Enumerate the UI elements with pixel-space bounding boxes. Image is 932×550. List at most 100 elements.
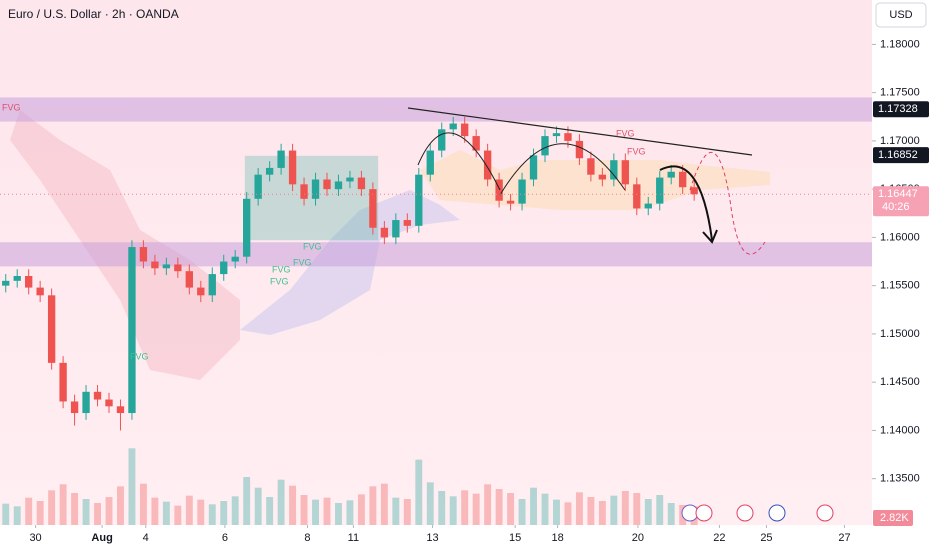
volume-bar bbox=[633, 493, 641, 525]
volume-bar bbox=[357, 494, 365, 525]
volume-bar bbox=[507, 493, 515, 525]
volume-bar bbox=[289, 485, 297, 525]
candle-body bbox=[415, 174, 423, 226]
volume-bar bbox=[208, 504, 216, 525]
price-label: 1.17328 bbox=[878, 103, 918, 115]
consolidation-box bbox=[244, 155, 379, 241]
volume-bar bbox=[392, 497, 400, 525]
currency-button[interactable] bbox=[875, 2, 927, 28]
volume-bar bbox=[461, 490, 469, 525]
volume-bar bbox=[621, 491, 629, 525]
volume-bar bbox=[266, 497, 274, 525]
candle-body bbox=[174, 264, 182, 272]
candle-body bbox=[254, 174, 262, 199]
volume-bar bbox=[415, 459, 423, 525]
x-tick-label: 18 bbox=[551, 532, 563, 544]
x-tick-label: 30 bbox=[29, 532, 41, 544]
volume-bar bbox=[323, 497, 331, 525]
volume-bar bbox=[449, 496, 457, 525]
candle-body bbox=[243, 198, 251, 257]
volume-bar bbox=[438, 491, 446, 525]
volume-bar bbox=[82, 499, 90, 525]
volume-bar bbox=[139, 483, 147, 525]
volume-bar bbox=[2, 503, 10, 525]
candle-body bbox=[323, 179, 331, 190]
candle-body bbox=[2, 280, 10, 286]
y-tick-label: 1.18000 bbox=[880, 38, 920, 50]
candle-body bbox=[265, 167, 274, 175]
candle-body bbox=[47, 295, 56, 363]
candle-body bbox=[552, 133, 561, 137]
candle-body bbox=[587, 158, 595, 175]
event-icon bbox=[768, 504, 786, 522]
candle-body bbox=[472, 136, 480, 151]
y-tick-label: 1.14000 bbox=[880, 424, 920, 436]
y-tick-label: 1.16000 bbox=[880, 231, 920, 243]
volume-bar bbox=[36, 501, 44, 525]
fvg-label: FVG bbox=[303, 241, 322, 251]
price-label: 1.16852 bbox=[878, 149, 918, 161]
volume-bar bbox=[598, 501, 606, 525]
candle-body bbox=[610, 160, 618, 180]
volume-bar bbox=[71, 493, 79, 525]
x-tick-label: 15 bbox=[509, 532, 521, 544]
arc bbox=[417, 132, 501, 191]
volume-bar bbox=[380, 483, 388, 525]
time-axis-background bbox=[0, 525, 872, 550]
candle-body bbox=[690, 187, 698, 195]
volume-bar bbox=[369, 486, 377, 525]
volume-bar bbox=[610, 495, 618, 525]
x-tick-label: 25 bbox=[760, 532, 772, 544]
volume-bar bbox=[656, 495, 664, 525]
volume-bar bbox=[151, 497, 159, 525]
volume-bar bbox=[575, 492, 583, 525]
y-tick-label: 1.14500 bbox=[880, 376, 920, 388]
price-label-box bbox=[873, 101, 929, 118]
volume-bar bbox=[105, 497, 113, 525]
candle-body bbox=[346, 177, 354, 182]
candle-body bbox=[151, 261, 159, 269]
y-tick-label: 1.13500 bbox=[880, 473, 920, 485]
volume-bar bbox=[128, 448, 136, 525]
x-tick-label: 20 bbox=[632, 532, 644, 544]
volume-bar bbox=[312, 499, 319, 525]
x-tick-label: 4 bbox=[143, 532, 149, 544]
volume-bar bbox=[335, 503, 342, 525]
candle-body bbox=[369, 189, 377, 228]
candle-body bbox=[426, 150, 434, 175]
candle-body bbox=[116, 406, 125, 414]
trendline bbox=[407, 107, 753, 156]
candle-body bbox=[59, 362, 67, 402]
price-countdown: 40:26 bbox=[882, 201, 910, 213]
event-icon bbox=[816, 504, 834, 522]
volume-bar bbox=[667, 503, 675, 525]
volume-bar bbox=[254, 487, 262, 525]
fvg-label: FVG bbox=[627, 146, 646, 156]
candle-body bbox=[82, 391, 90, 414]
candle-body bbox=[311, 179, 320, 199]
volume-bar bbox=[472, 493, 480, 525]
fvg-label: FVG bbox=[272, 264, 291, 274]
fvg-label: FVG bbox=[270, 276, 289, 286]
candle-body bbox=[495, 179, 503, 201]
y-tick-label: 1.15500 bbox=[880, 280, 920, 292]
x-tick-label: 11 bbox=[348, 532, 359, 544]
candle-body bbox=[231, 256, 239, 262]
volume-bar bbox=[13, 506, 21, 525]
volume-bar bbox=[541, 493, 549, 525]
volume-bar bbox=[231, 496, 239, 525]
candle-body bbox=[105, 399, 113, 407]
currency[interactable]: USD bbox=[889, 9, 912, 21]
candle-body bbox=[518, 179, 526, 204]
price-label-box bbox=[873, 147, 929, 164]
volume-bar bbox=[644, 499, 652, 525]
zone bbox=[0, 97, 872, 122]
x-tick-label: 13 bbox=[426, 532, 438, 544]
volume-bar bbox=[495, 489, 503, 525]
volume-bar bbox=[25, 497, 33, 525]
volume-bar bbox=[530, 487, 537, 525]
candle-body bbox=[529, 155, 538, 180]
candle-body bbox=[139, 247, 148, 262]
arc bbox=[499, 143, 626, 196]
